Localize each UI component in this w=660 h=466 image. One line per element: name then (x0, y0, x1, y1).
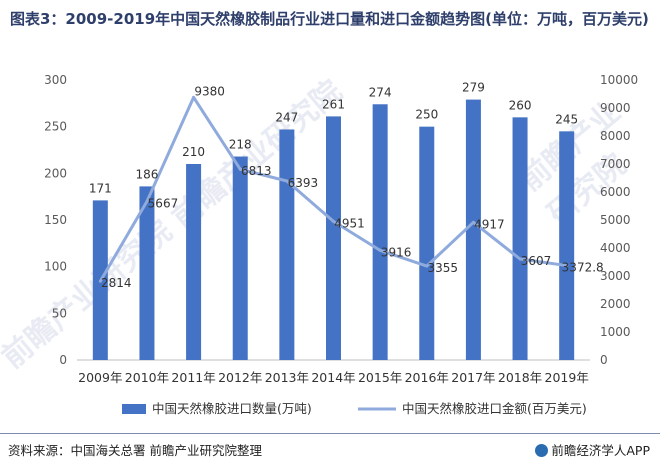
line-point (565, 264, 569, 268)
line-value-label: 4917 (474, 217, 505, 231)
legend-line-label: 中国天然橡胶进口金额(百万美元) (402, 401, 587, 416)
bar-value-label: 279 (462, 81, 485, 95)
left-tick-label: 150 (44, 213, 67, 227)
chart-title: 图表3：2009-2019年中国天然橡胶制品行业进口量和进口金额趋势图(单位：万… (10, 10, 649, 28)
line-value-label: 2814 (101, 276, 132, 290)
brand-logo-icon (535, 444, 549, 457)
bar-value-label: 261 (322, 97, 345, 111)
line-point (518, 257, 522, 261)
right-tick-label: 7000 (600, 157, 631, 171)
source-note: 资料来源：中国海关总署 前瞻产业研究院整理 (8, 443, 262, 458)
bar-value-label: 250 (415, 108, 438, 122)
line-point (145, 199, 149, 203)
x-axis-labels: 2009年 2010年 2011年 2012年 2013年 2014年 2015年 2016年… (78, 370, 589, 385)
bar (465, 99, 481, 360)
x-tick-label: 2018年 (498, 370, 542, 385)
left-tick-label: 250 (44, 120, 67, 134)
line-value-label: 5667 (148, 196, 179, 210)
bar (326, 116, 341, 361)
bar-value-label: 210 (182, 145, 205, 159)
line-value-label: 4951 (334, 216, 365, 230)
bar (232, 156, 248, 360)
line-point (425, 264, 429, 268)
right-tick-label: 10000 (600, 73, 638, 87)
line-point (285, 179, 289, 183)
left-axis: 0 50 100 150 200 250 300 (44, 73, 67, 367)
bar-value-label: 186 (136, 167, 159, 181)
line-value-label: 3355 (427, 261, 458, 275)
brand-text: 前瞻经济学人APP (551, 443, 650, 458)
legend-bar-label: 中国天然橡胶进口数量(万吨) (152, 401, 312, 416)
line-labels: 2814 5667 9380 6813 6393 4951 3916 3355 4917 3607… (101, 84, 604, 290)
line-point (332, 219, 335, 223)
x-tick-label: 2019年 (545, 370, 589, 385)
line-value-label: 3372.8 (562, 261, 604, 275)
line-value-label: 3916 (381, 245, 412, 259)
legend-bar-swatch (122, 404, 146, 414)
line-value-label: 3607 (521, 254, 552, 268)
line-point (471, 220, 475, 224)
x-tick-label: 2014年 (311, 370, 355, 385)
bar-series (77, 99, 590, 361)
left-tick-label: 50 (52, 306, 67, 320)
left-tick-label: 200 (44, 166, 67, 180)
line-point (378, 248, 382, 252)
line-point (98, 279, 102, 283)
right-tick-label: 1000 (600, 325, 631, 339)
right-tick-label: 4000 (600, 241, 631, 255)
line-series (98, 95, 569, 283)
right-tick-label: 3000 (600, 269, 631, 283)
line-value-label: 6813 (241, 164, 272, 178)
bar-value-label: 260 (509, 98, 532, 112)
x-tick-label: 2011年 (171, 370, 215, 385)
line-value-label: 6393 (288, 176, 319, 190)
x-tick-label: 2010年 (125, 370, 169, 385)
bar-value-label: 171 (89, 181, 112, 195)
line-point (238, 167, 242, 171)
bar (419, 126, 435, 361)
left-tick-label: 300 (44, 73, 67, 87)
bar (559, 131, 575, 360)
right-tick-label: 0 (600, 353, 608, 367)
left-tick-label: 100 (44, 260, 67, 274)
combo-chart: 0 50 100 150 200 250 300 0 1000 2000 3000 4000 5000… (44, 73, 638, 416)
x-tick-label: 2017年 (451, 370, 495, 385)
bar (279, 129, 295, 360)
right-tick-label: 9000 (600, 101, 631, 115)
x-tick-label: 2016年 (405, 370, 449, 385)
right-tick-label: 2000 (600, 297, 631, 311)
brand-mark: 前瞻经济学人APP (535, 440, 650, 459)
x-tick-label: 2012年 (218, 370, 262, 385)
right-tick-label: 5000 (600, 213, 631, 227)
bar-value-label: 274 (369, 85, 392, 99)
x-tick-label: 2009年 (78, 370, 122, 385)
x-tick-label: 2015年 (358, 370, 402, 385)
left-tick-label: 0 (59, 353, 67, 367)
right-tick-label: 8000 (600, 129, 631, 143)
bar (512, 117, 528, 360)
bar-value-label: 218 (229, 138, 252, 152)
right-axis: 0 1000 2000 3000 4000 5000 6000 7000 8000 9000 100… (600, 73, 638, 367)
bar-value-label: 245 (555, 112, 578, 126)
line-value-label: 9380 (194, 84, 225, 98)
source-divider (0, 433, 660, 434)
bar-value-label: 247 (275, 110, 298, 124)
bar (372, 104, 388, 361)
bar-labels: 171 186 210 218 247 261 274 250 279 260 245 (89, 81, 578, 196)
bar (139, 186, 155, 360)
line-point (192, 95, 196, 99)
bar (186, 164, 202, 360)
right-tick-label: 6000 (600, 185, 631, 199)
x-tick-label: 2013年 (265, 370, 309, 385)
legend: 中国天然橡胶进口数量(万吨) 中国天然橡胶进口金额(百万美元) (122, 401, 587, 416)
